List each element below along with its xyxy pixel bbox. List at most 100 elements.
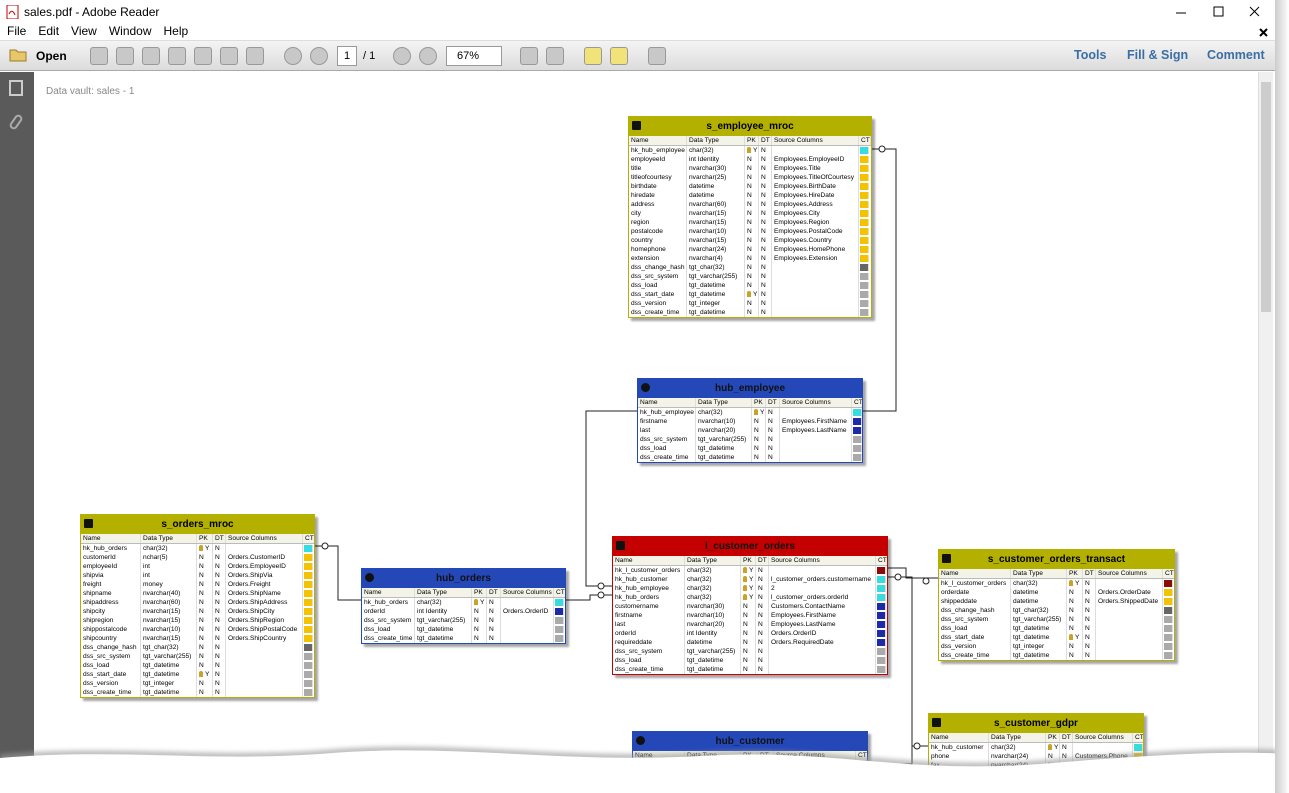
connector-end xyxy=(878,145,886,153)
close-doc[interactable] xyxy=(1258,27,1270,39)
entity-table[interactable]: s_orders_mroc Name Data Type PK DT Source Col… xyxy=(80,514,315,698)
pk-cell: N xyxy=(745,227,759,236)
table-row: hk_l_customer_orders char(32) Y N xyxy=(613,566,887,575)
column-header: Name xyxy=(81,534,141,543)
pane-button[interactable]: Comment xyxy=(1207,48,1265,62)
menu-item[interactable]: Window xyxy=(108,24,152,38)
zoom-input[interactable]: 67% xyxy=(446,46,502,66)
ct-swatch xyxy=(860,291,869,298)
dt-cell: N xyxy=(766,444,780,453)
dt-cell: N xyxy=(487,625,501,634)
ct-cell xyxy=(852,453,862,462)
source-cell xyxy=(772,290,859,299)
ct-swatch xyxy=(860,273,869,280)
source-cell xyxy=(780,444,852,453)
table-row: postalcode nvarchar(10) N N Employees.Postal… xyxy=(629,227,871,236)
pk-cell: N xyxy=(745,245,759,254)
tool-button[interactable] xyxy=(90,47,108,65)
name-cell: requireddate xyxy=(613,638,685,647)
pk-value: N xyxy=(199,599,204,606)
tool-button[interactable] xyxy=(520,47,538,65)
comment-tool[interactable] xyxy=(584,47,602,65)
dt-cell: N xyxy=(213,598,226,607)
next-page[interactable] xyxy=(310,47,328,65)
tool-button[interactable] xyxy=(116,47,134,65)
pk-value: N xyxy=(754,436,759,443)
tool-button[interactable] xyxy=(220,47,238,65)
source-cell xyxy=(226,688,303,697)
pane-button[interactable]: Fill & Sign xyxy=(1127,48,1189,62)
zoom-in[interactable] xyxy=(419,47,437,65)
ct-swatch xyxy=(1164,598,1173,605)
prev-page[interactable] xyxy=(284,47,302,65)
column-header: DT xyxy=(759,136,772,145)
dt-cell: N xyxy=(487,616,501,625)
name-cell: dss_src_system xyxy=(638,435,696,444)
name-cell: dss_load xyxy=(638,444,696,453)
menu-item[interactable]: Help xyxy=(163,24,189,38)
pk-cell: N xyxy=(745,281,759,290)
table-row: title nvarchar(30) N N Employees.Title xyxy=(629,164,871,173)
ct-cell xyxy=(859,308,871,317)
highlight-tool[interactable] xyxy=(610,47,628,65)
pk-value: N xyxy=(747,309,752,316)
dt-cell: N xyxy=(759,200,772,209)
table-row: dss_version tgt_integer N N xyxy=(629,299,871,308)
source-cell xyxy=(769,566,876,575)
source-cell xyxy=(772,146,859,155)
name-cell: country xyxy=(629,236,687,245)
window-controls[interactable] xyxy=(1170,4,1270,20)
entity-table[interactable]: hub_employee Name Data Type PK DT Source Colu… xyxy=(637,378,863,463)
zoom-out[interactable] xyxy=(393,47,411,65)
pk-cell: N xyxy=(197,652,213,661)
entity-table[interactable]: s_customer_orders_transact Name Data Type P… xyxy=(938,549,1175,661)
entity-table[interactable]: l_customer_orders Name Data Type PK DT Source… xyxy=(612,536,888,675)
pk-cell: N xyxy=(1046,752,1060,761)
table-row: dss_src_system tgt_varchar(255) N N xyxy=(638,435,862,444)
name-cell: hk_hub_employee xyxy=(629,146,687,155)
ct-swatch xyxy=(304,554,313,561)
ct-swatch xyxy=(1164,634,1173,641)
ct-swatch xyxy=(304,563,313,570)
ct-swatch xyxy=(877,639,886,646)
page-input[interactable]: 1 xyxy=(337,46,357,66)
type-cell: tgt_varchar(255) xyxy=(696,435,752,444)
name-cell: hk_hub_orders xyxy=(362,598,415,607)
scroll-thumb[interactable] xyxy=(1261,82,1271,312)
source-cell xyxy=(1096,642,1163,651)
name-cell: shipvia xyxy=(81,571,141,580)
table-row: shipcountry nvarchar(15) N N Orders.ShipCoun… xyxy=(81,634,314,643)
ct-swatch xyxy=(853,445,862,452)
dt-cell: N xyxy=(1083,624,1096,633)
ct-swatch xyxy=(1164,580,1173,587)
dt-cell: N xyxy=(759,155,772,164)
ct-cell xyxy=(1163,588,1174,597)
tool-button[interactable] xyxy=(142,47,160,65)
pages-icon[interactable] xyxy=(9,80,23,96)
dt-cell: N xyxy=(756,602,769,611)
entity-table[interactable]: hub_orders Name Data Type PK DT Source Column… xyxy=(361,568,566,644)
dt-cell: N xyxy=(213,679,226,688)
menu-item[interactable]: File xyxy=(7,24,27,38)
name-cell: firstname xyxy=(613,611,685,620)
column-header: Data Type xyxy=(989,733,1046,742)
menu-item[interactable]: View xyxy=(71,24,97,38)
table-title: s_employee_mroc xyxy=(629,117,871,136)
open-button[interactable]: Open xyxy=(36,49,67,63)
pane-button[interactable]: Tools xyxy=(1074,48,1107,62)
name-cell: dss_start_date xyxy=(939,633,1011,642)
scrollbar[interactable] xyxy=(1258,72,1273,772)
expand-tool[interactable] xyxy=(648,47,666,65)
dt-cell: N xyxy=(213,607,226,616)
tool-button[interactable] xyxy=(168,47,186,65)
source-cell: Employees.TitleOfCourtesy xyxy=(772,173,859,182)
source-cell: Employees.HomePhone xyxy=(772,245,859,254)
tool-button[interactable] xyxy=(194,47,212,65)
menu-item[interactable]: Edit xyxy=(38,24,60,38)
pk-value: N xyxy=(747,201,752,208)
entity-table[interactable]: s_employee_mroc Name Data Type PK DT Source C… xyxy=(628,116,872,318)
pk-value: N xyxy=(1069,607,1074,614)
tool-button[interactable] xyxy=(546,47,564,65)
source-cell xyxy=(780,453,852,462)
tool-button[interactable] xyxy=(246,47,264,65)
